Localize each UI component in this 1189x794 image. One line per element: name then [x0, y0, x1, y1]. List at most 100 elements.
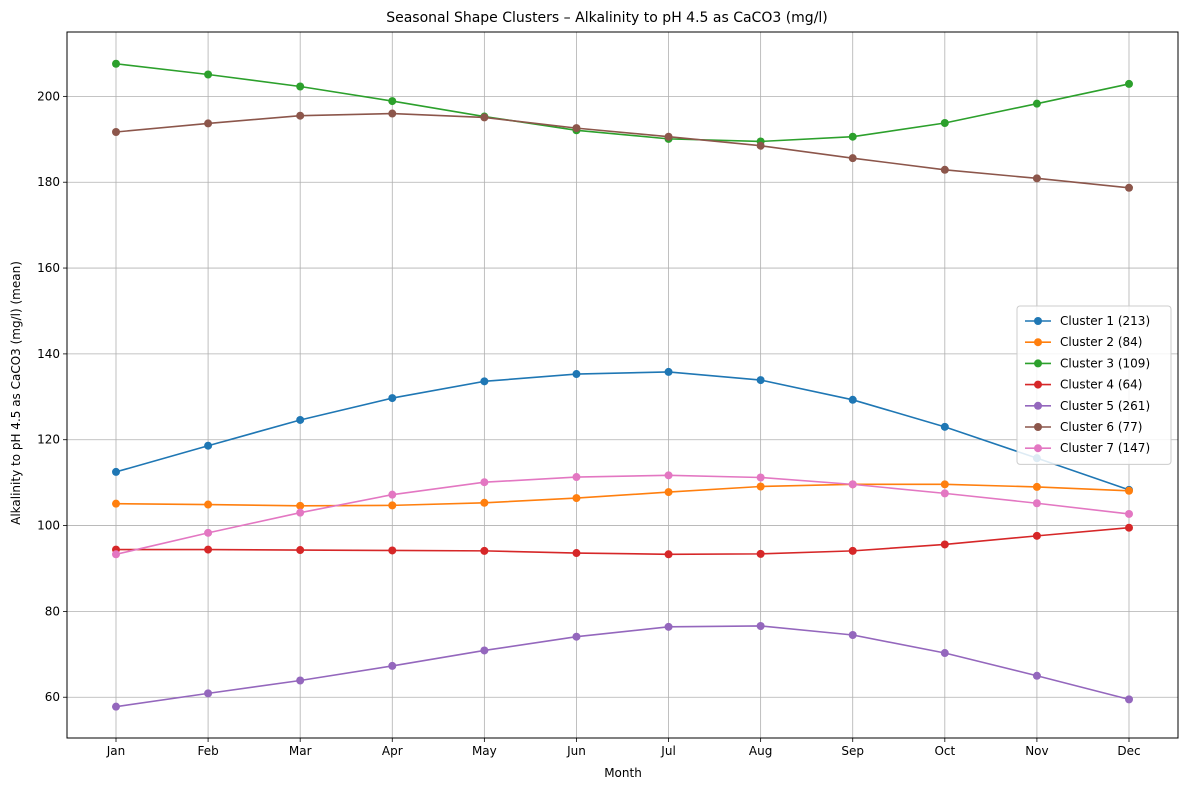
data-point: [480, 377, 489, 386]
data-point: [204, 500, 213, 509]
data-point: [204, 689, 213, 698]
data-point: [940, 480, 949, 489]
series-cluster-6: [112, 109, 1133, 192]
legend-item: Cluster 5 (261): [1025, 399, 1150, 413]
legend-item: Cluster 2 (84): [1025, 335, 1143, 349]
legend-item: Cluster 4 (64): [1025, 378, 1143, 392]
legend-item: Cluster 3 (109): [1025, 356, 1150, 370]
data-point: [572, 494, 581, 503]
series-line: [115, 371, 1130, 491]
data-point: [756, 621, 765, 630]
data-point: [940, 489, 949, 498]
data-point: [1125, 183, 1133, 192]
series-cluster-1: [112, 367, 1133, 494]
legend-item: Cluster 6 (77): [1025, 420, 1143, 434]
data-point: [296, 546, 305, 555]
y-axis-label: Alkalinity to pH 4.5 as CaCO3 (mg/l) (me…: [9, 261, 23, 525]
x-tick-label: Aug: [749, 744, 772, 758]
data-point: [848, 132, 857, 141]
data-point: [664, 471, 673, 480]
legend-label: Cluster 1 (213): [1060, 314, 1150, 328]
y-tick-label: 60: [45, 690, 60, 704]
data-point: [204, 70, 213, 79]
y-tick-label: 80: [45, 604, 60, 618]
data-point: [1032, 99, 1041, 108]
legend-marker: [1034, 380, 1042, 389]
data-point: [112, 127, 120, 136]
y-tick-label: 100: [37, 519, 60, 533]
legend-label: Cluster 5 (261): [1060, 399, 1150, 413]
x-tick-label: Apr: [382, 744, 403, 758]
y-tick-label: 120: [37, 433, 60, 447]
data-point: [756, 482, 765, 491]
data-point: [204, 119, 213, 128]
legend-item: Cluster 7 (147): [1025, 441, 1150, 455]
data-point: [296, 82, 305, 91]
data-point: [1125, 523, 1133, 532]
data-point: [480, 646, 489, 655]
data-point: [388, 501, 397, 510]
data-point: [112, 467, 120, 476]
data-point: [388, 394, 397, 403]
legend: Cluster 1 (213) Cluster 2 (84) Cluster 3 (…: [1016, 305, 1172, 465]
x-tick-label: Oct: [934, 744, 955, 758]
x-tick-label: Feb: [197, 744, 218, 758]
series-cluster-5: [112, 621, 1133, 711]
data-point: [112, 702, 120, 711]
x-axis-label: Month: [604, 766, 642, 780]
series-line: [116, 526, 1130, 556]
data-point: [1125, 486, 1133, 495]
data-point: [480, 498, 489, 507]
series-line: [115, 625, 1130, 708]
data-point: [572, 370, 581, 379]
data-point: [1125, 695, 1133, 704]
series-line: [115, 112, 1130, 189]
data-point: [940, 649, 949, 658]
data-point: [480, 546, 489, 555]
series-cluster-2: [112, 480, 1133, 510]
legend-label: Cluster 2 (84): [1060, 335, 1143, 349]
data-point: [848, 395, 857, 404]
legend-marker: [1034, 423, 1042, 431]
x-tick-label: May: [472, 744, 497, 758]
legend-marker: [1034, 338, 1042, 347]
data-point: [572, 124, 581, 133]
data-point: [388, 661, 397, 670]
data-point: [664, 550, 673, 559]
x-tick-label: Sep: [841, 744, 864, 758]
series-layer: [112, 59, 1133, 711]
axis-ticks: Jan Feb Mar Apr May Jun Jul Aug Sep Oct Nov Dec 60 80…: [37, 89, 1141, 758]
y-tick-label: 140: [37, 347, 60, 361]
data-point: [756, 549, 765, 558]
data-point: [1032, 482, 1041, 491]
legend-label: Cluster 3 (109): [1060, 356, 1150, 370]
data-point: [756, 376, 765, 385]
grid: [67, 32, 1178, 738]
data-point: [664, 622, 673, 631]
data-point: [664, 132, 673, 141]
plot-frame: [66, 31, 1179, 739]
series-cluster-7: [112, 471, 1133, 559]
data-point: [1032, 671, 1041, 680]
data-point: [848, 480, 857, 489]
data-point: [112, 499, 120, 508]
chart-title: Seasonal Shape Clusters – Alkalinity to …: [386, 10, 828, 26]
y-tick-label: 160: [37, 261, 60, 275]
data-point: [296, 676, 305, 685]
data-point: [848, 154, 857, 163]
y-tick-label: 180: [37, 175, 60, 189]
data-point: [940, 540, 949, 549]
y-tick-label: 200: [37, 89, 60, 103]
x-tick-label: Jan: [106, 744, 126, 758]
data-point: [388, 490, 397, 499]
data-point: [296, 508, 305, 517]
legend-marker: [1034, 359, 1042, 368]
data-point: [756, 141, 765, 150]
x-tick-label: Mar: [289, 744, 312, 758]
legend-label: Cluster 7 (147): [1060, 441, 1150, 455]
data-point: [204, 545, 213, 554]
series-cluster-4: [112, 523, 1133, 559]
data-point: [388, 97, 397, 106]
data-point: [940, 165, 949, 174]
